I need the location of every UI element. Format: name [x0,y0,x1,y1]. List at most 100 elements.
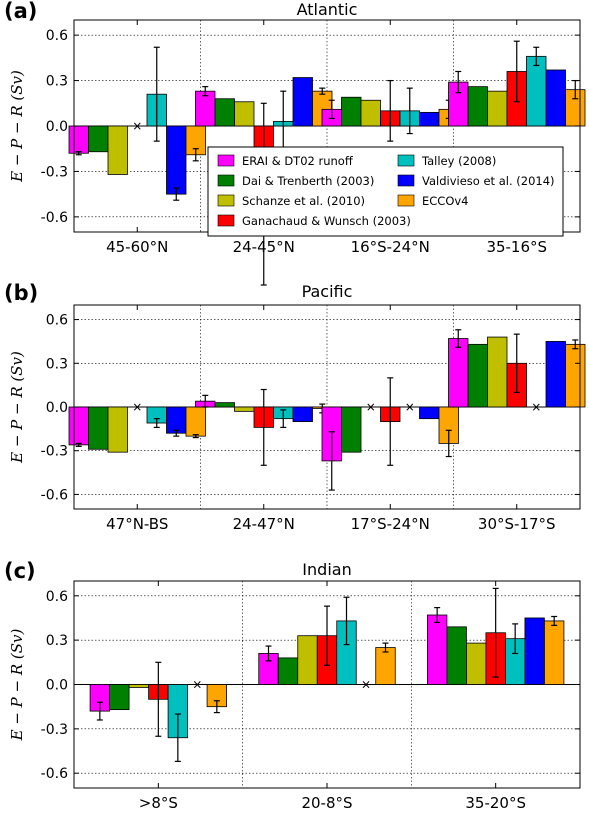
missing-marker: × [192,678,202,692]
legend-label: ECCOv4 [422,194,469,208]
missing-marker: × [132,400,142,414]
panel-label: (c) [4,559,36,583]
bar [214,98,235,127]
bar [68,406,89,446]
bar [466,642,487,685]
bar [166,125,187,195]
bar [185,406,206,437]
y-tick-label: 0.3 [46,633,68,649]
bar [234,101,255,127]
legend-swatch [217,174,235,187]
x-tick-label: 20-8°S [301,794,352,812]
legend-swatch [397,194,415,207]
legend-label: Schanze et al. (2010) [242,194,365,208]
bar [68,125,89,154]
x-tick-label: 24-45°N [233,238,295,256]
x-tick-label: 45-60°N [106,238,168,256]
bar [419,111,440,127]
panel-title: Pacific [302,282,353,301]
y-tick-label: -0.3 [41,722,68,738]
bar [524,617,545,685]
missing-marker: × [531,400,541,414]
panel-atlantic: × 45-60°N 24-45°N 16°S-24°N 35-16°S 0.6 0.3 0.0… [4,0,586,286]
missing-marker: × [361,678,371,692]
bar [375,647,396,685]
legend-item: Schanze et al. (2010) [217,194,365,208]
missing-marker: × [132,119,142,133]
bar [195,90,216,127]
panel-label: (a) [4,0,37,23]
bar [109,684,130,711]
bar [166,406,187,434]
bar [341,96,362,127]
bar [467,343,488,408]
missing-marker: × [366,400,376,414]
y-tick-label: -0.3 [41,444,68,460]
bar [360,99,381,127]
panel-title: Indian [302,560,351,579]
legend-item: Ganachaud & Wunsch (2003) [217,214,411,228]
x-tick-label: 47°N-BS [106,515,168,533]
y-tick-label: -0.6 [41,210,68,226]
bar [487,336,508,408]
y-tick-label: 0.6 [46,313,68,329]
legend-swatch [217,194,235,207]
bar [545,341,566,408]
x-tick-label: 16°S-24°N [351,238,430,256]
bar [292,406,313,422]
legend-label: Talley (2008) [421,154,496,168]
legend-label: Dai & Trenberth (2003) [242,174,374,188]
panel-pacific: × 47°N-BS 24-47°N × × 17°S-24°N × 30°S-17°S 0.6 0… [4,281,586,533]
bar [544,620,565,685]
legend-item: ECCOv4 [397,194,469,208]
legend-label: Ganachaud & Wunsch (2003) [242,214,411,228]
x-tick-label: >8°S [139,794,178,812]
bar [292,77,313,127]
legend-item: Valdivieso et al. (2014) [397,174,555,188]
legend: ERAI & DT02 runoff Dai & Trenberth (2003)… [207,146,564,237]
y-tick-label: 0.6 [46,589,68,605]
x-tick-label: 24-47°N [233,515,295,533]
bar [277,657,299,685]
y-axis-label: E − P − R (Sv) [8,628,26,741]
bar [107,125,128,175]
bar [341,406,362,453]
legend-swatch [217,214,235,227]
bar [545,69,566,127]
bar [467,86,488,127]
bar [88,125,109,153]
bar [448,338,469,408]
bar [446,626,467,685]
missing-marker: × [405,400,415,414]
y-axis-label: E − P − R (Sv) [8,351,26,464]
y-tick-label: 0.3 [46,356,68,372]
bar [128,684,149,688]
bar [487,90,508,127]
y-tick-label: 0.6 [46,28,68,44]
legend-label: ERAI & DT02 runoff [242,154,354,168]
bar [526,55,547,127]
panel-indian: × >8°S × 20-8°S 35-20°S 0.6 0.3 0.0 -0.3 -0.6 Indi… [4,559,581,812]
bar [419,406,440,420]
legend-swatch [397,154,415,167]
legend-swatch [397,174,415,187]
bar [565,343,586,408]
legend-item: Talley (2008) [397,154,496,168]
legend-item: Dai & Trenberth (2003) [217,174,374,188]
bar [297,635,318,685]
bar [88,406,109,450]
y-tick-label: -0.6 [41,487,68,503]
x-tick-label: 35-16°S [486,238,547,256]
legend-swatch [217,154,235,167]
panel-title: Atlantic [297,0,358,19]
bar [427,614,448,685]
bar [234,406,255,412]
bar [214,402,235,408]
x-tick-label: 17°S-24°N [351,515,430,533]
y-tick-label: 0.0 [46,400,68,416]
legend-item: ERAI & DT02 runoff [217,154,354,168]
panel-label: (b) [4,281,38,305]
y-axis-label: E − P − R (Sv) [8,70,26,183]
x-tick-label: 35-20°S [465,794,526,812]
